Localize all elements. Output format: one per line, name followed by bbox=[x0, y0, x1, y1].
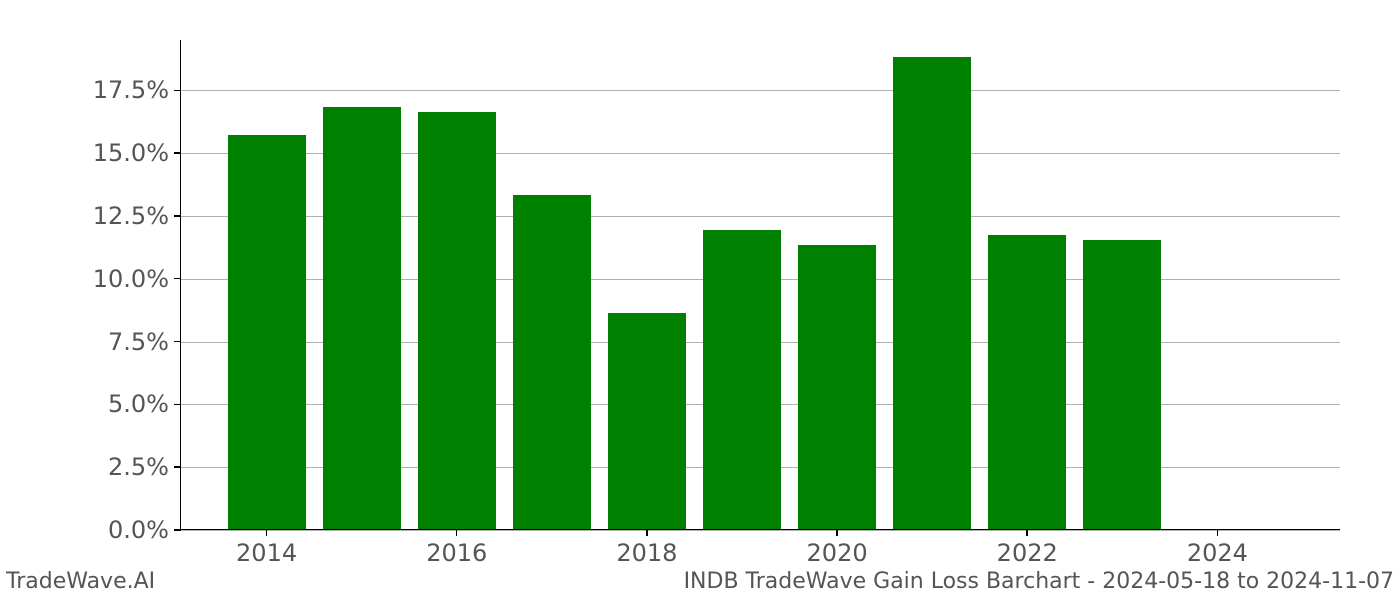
y-tick-label: 7.5% bbox=[108, 328, 181, 356]
bar bbox=[513, 195, 591, 529]
y-tick-mark bbox=[174, 404, 181, 406]
bar bbox=[893, 57, 971, 529]
bar bbox=[988, 235, 1066, 529]
x-tick-mark bbox=[456, 529, 458, 536]
y-tick-label: 15.0% bbox=[93, 139, 181, 167]
y-tick-mark bbox=[174, 466, 181, 468]
y-tick-mark bbox=[174, 529, 181, 531]
bar bbox=[608, 313, 686, 529]
x-tick-mark bbox=[1026, 529, 1028, 536]
y-tick-label: 10.0% bbox=[93, 265, 181, 293]
y-tick-mark bbox=[174, 278, 181, 280]
y-tick-label: 5.0% bbox=[108, 390, 181, 418]
y-tick-label: 12.5% bbox=[93, 202, 181, 230]
bar bbox=[798, 245, 876, 529]
y-tick-mark bbox=[174, 152, 181, 154]
bar bbox=[323, 107, 401, 529]
x-tick-mark bbox=[266, 529, 268, 536]
y-tick-mark bbox=[174, 341, 181, 343]
y-tick-mark bbox=[174, 215, 181, 217]
x-tick-mark bbox=[836, 529, 838, 536]
bar bbox=[703, 230, 781, 529]
bar bbox=[418, 112, 496, 529]
y-tick-label: 17.5% bbox=[93, 76, 181, 104]
x-tick-mark bbox=[646, 529, 648, 536]
plot-area: 0.0%2.5%5.0%7.5%10.0%12.5%15.0%17.5%2014… bbox=[180, 40, 1340, 530]
bar-chart: 0.0%2.5%5.0%7.5%10.0%12.5%15.0%17.5%2014… bbox=[180, 40, 1340, 530]
y-gridline bbox=[181, 530, 1340, 531]
y-tick-label: 2.5% bbox=[108, 453, 181, 481]
y-gridline bbox=[181, 90, 1340, 91]
y-tick-label: 0.0% bbox=[108, 516, 181, 544]
x-tick-mark bbox=[1217, 529, 1219, 536]
footer-right-text: INDB TradeWave Gain Loss Barchart - 2024… bbox=[684, 569, 1394, 594]
bar bbox=[1083, 240, 1161, 529]
y-tick-mark bbox=[174, 90, 181, 92]
bar bbox=[228, 135, 306, 530]
footer-left-text: TradeWave.AI bbox=[6, 569, 155, 594]
